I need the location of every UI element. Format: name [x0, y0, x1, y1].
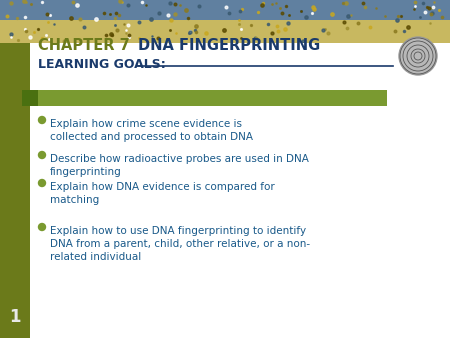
Bar: [22, 90, 387, 106]
Text: Explain how crime scene evidence is
collected and processed to obtain DNA: Explain how crime scene evidence is coll…: [50, 119, 253, 142]
Circle shape: [39, 117, 45, 123]
Bar: [0, 43, 30, 338]
Text: 1: 1: [9, 308, 21, 326]
Text: LEARNING GOALS:: LEARNING GOALS:: [38, 58, 166, 71]
Circle shape: [39, 223, 45, 231]
Circle shape: [39, 179, 45, 187]
Text: Explain how DNA evidence is compared for
matching: Explain how DNA evidence is compared for…: [50, 182, 275, 205]
Bar: [0, 0, 450, 43]
Bar: [22, 90, 38, 106]
Text: Describe how radioactive probes are used in DNA
fingerprinting: Describe how radioactive probes are used…: [50, 154, 309, 177]
Text: DNA FINGERPRINTING: DNA FINGERPRINTING: [138, 38, 320, 53]
Circle shape: [39, 151, 45, 159]
Bar: [30, 43, 450, 338]
Ellipse shape: [399, 37, 437, 75]
Text: Explain how to use DNA fingerprinting to identify
DNA from a parent, child, othe: Explain how to use DNA fingerprinting to…: [50, 226, 310, 262]
Bar: [0, 0, 450, 20]
Text: CHAPTER 7: CHAPTER 7: [38, 38, 130, 53]
